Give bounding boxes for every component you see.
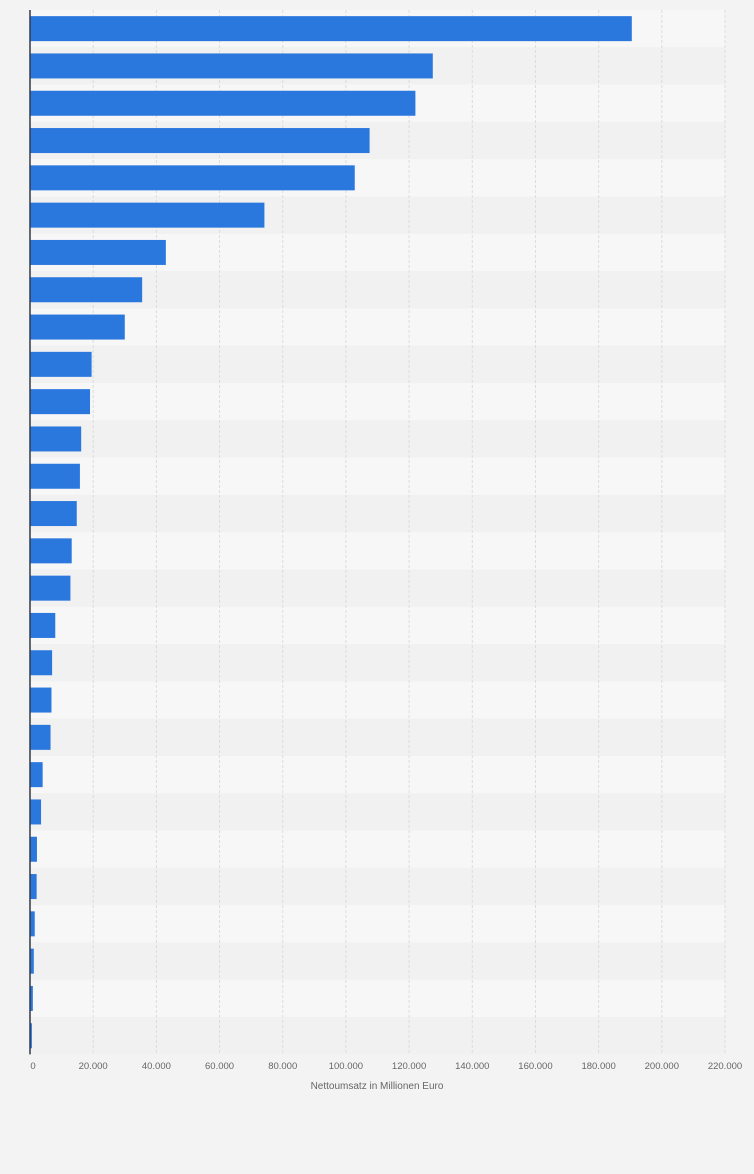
x-tick-label: 80.000 bbox=[268, 1061, 297, 1072]
x-tick-label: 100.000 bbox=[329, 1061, 363, 1072]
x-tick-label: 20.000 bbox=[79, 1061, 108, 1072]
x-tick-label: 220.000 bbox=[708, 1061, 742, 1072]
bar[interactable] bbox=[30, 836, 37, 862]
x-tick-label: 160.000 bbox=[518, 1061, 552, 1072]
bar[interactable] bbox=[30, 351, 92, 377]
plot-band bbox=[30, 345, 725, 383]
plot-band bbox=[30, 1017, 725, 1055]
bar[interactable] bbox=[30, 612, 56, 638]
plot-band bbox=[30, 494, 725, 533]
plot-band bbox=[30, 942, 725, 980]
bar[interactable] bbox=[30, 874, 37, 900]
plot-band bbox=[30, 718, 725, 756]
bar[interactable] bbox=[30, 90, 416, 116]
bar[interactable] bbox=[30, 426, 82, 452]
bar[interactable] bbox=[30, 463, 80, 489]
plot-band bbox=[30, 793, 725, 831]
bar[interactable] bbox=[30, 985, 33, 1011]
bars bbox=[30, 16, 632, 1049]
bar[interactable] bbox=[30, 650, 53, 676]
bar[interactable] bbox=[30, 277, 143, 303]
bar[interactable] bbox=[30, 687, 52, 713]
bar[interactable] bbox=[30, 53, 433, 79]
bar[interactable] bbox=[30, 202, 265, 228]
plot-band bbox=[30, 420, 725, 458]
plot-band bbox=[30, 606, 725, 645]
bar[interactable] bbox=[30, 314, 125, 340]
bar[interactable] bbox=[30, 724, 51, 750]
x-axis-label: Nettoumsatz in Millionen Euro bbox=[311, 1081, 444, 1092]
plot-band bbox=[30, 532, 725, 570]
plot-band bbox=[30, 383, 725, 421]
x-tick-label: 40.000 bbox=[142, 1061, 171, 1072]
plot-band bbox=[30, 569, 725, 607]
plot-band bbox=[30, 830, 725, 868]
bar[interactable] bbox=[30, 799, 42, 825]
bar[interactable] bbox=[30, 501, 77, 527]
plot-band bbox=[30, 681, 725, 719]
x-tick-label: 140.000 bbox=[455, 1061, 489, 1072]
bar[interactable] bbox=[30, 1023, 32, 1049]
x-tick-label: 0 bbox=[30, 1061, 35, 1072]
x-tick-label: 200.000 bbox=[645, 1061, 679, 1072]
x-tick-label: 120.000 bbox=[392, 1061, 426, 1072]
plot-band bbox=[30, 271, 725, 309]
bar[interactable] bbox=[30, 239, 166, 265]
bar[interactable] bbox=[30, 948, 34, 974]
bar[interactable] bbox=[30, 911, 35, 937]
plot-band bbox=[30, 756, 725, 794]
bar[interactable] bbox=[30, 762, 43, 788]
gridlines bbox=[92, 10, 726, 1055]
x-tick-labels: 0 20.000 40.000 60.000 80.000 100.000 120.000 1… bbox=[30, 1061, 742, 1072]
bar[interactable] bbox=[30, 128, 370, 154]
x-tick-label: 60.000 bbox=[205, 1061, 234, 1072]
plot-band bbox=[30, 644, 725, 682]
plot-band bbox=[30, 867, 725, 906]
x-tick-label: 180.000 bbox=[581, 1061, 615, 1072]
plot-band bbox=[30, 979, 725, 1018]
plot-band bbox=[30, 308, 725, 346]
bar[interactable] bbox=[30, 165, 355, 191]
plot-band bbox=[30, 457, 725, 495]
bar[interactable] bbox=[30, 538, 72, 564]
bar[interactable] bbox=[30, 16, 632, 42]
bar[interactable] bbox=[30, 389, 91, 415]
bar[interactable] bbox=[30, 575, 71, 601]
plot-band bbox=[30, 905, 725, 943]
